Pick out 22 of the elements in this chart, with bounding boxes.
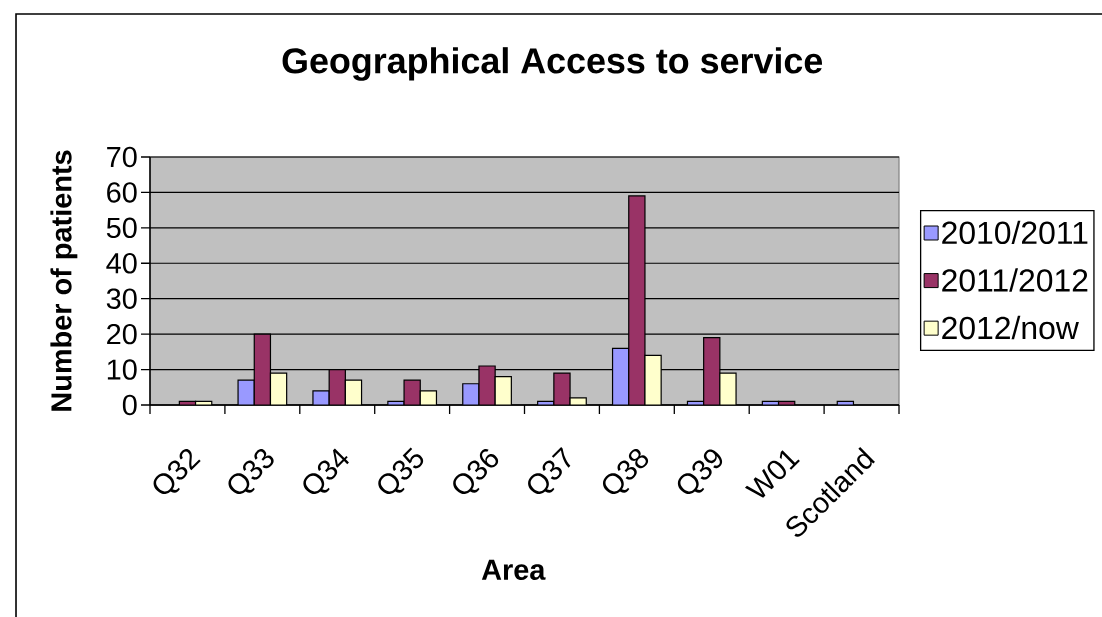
legend-label: 2010/2011 [942,220,1088,245]
x-tick-label: Q33 [228,449,274,495]
y-tick-label: 50 [106,217,137,239]
y-tick-label: 60 [107,182,137,203]
x-tick-label: Q36 [453,449,499,495]
y-axis-title: Number of patients [50,150,78,411]
x-tick-label: Q38 [602,449,649,495]
x-tick-label: Q39 [677,449,723,495]
x-tick-label: Q32 [153,449,201,495]
y-tick-label: 20 [107,323,137,345]
x-tick-label: Q34 [303,448,349,495]
y-tick-label: 30 [106,288,137,309]
y-tick-label: 70 [107,146,137,168]
legend-label: 2012/now [942,315,1079,340]
y-tick-label: 0 [122,394,137,416]
y-tick-label: 40 [106,253,137,274]
y-tick-label: 10 [107,359,137,380]
x-axis-title: Area [481,559,546,580]
legend-label: 2011/2012 [942,268,1088,292]
x-tick-label: Q35 [378,447,424,495]
chart-title: Geographical Access to service [282,47,823,81]
x-tick-label: Q37 [528,446,571,495]
